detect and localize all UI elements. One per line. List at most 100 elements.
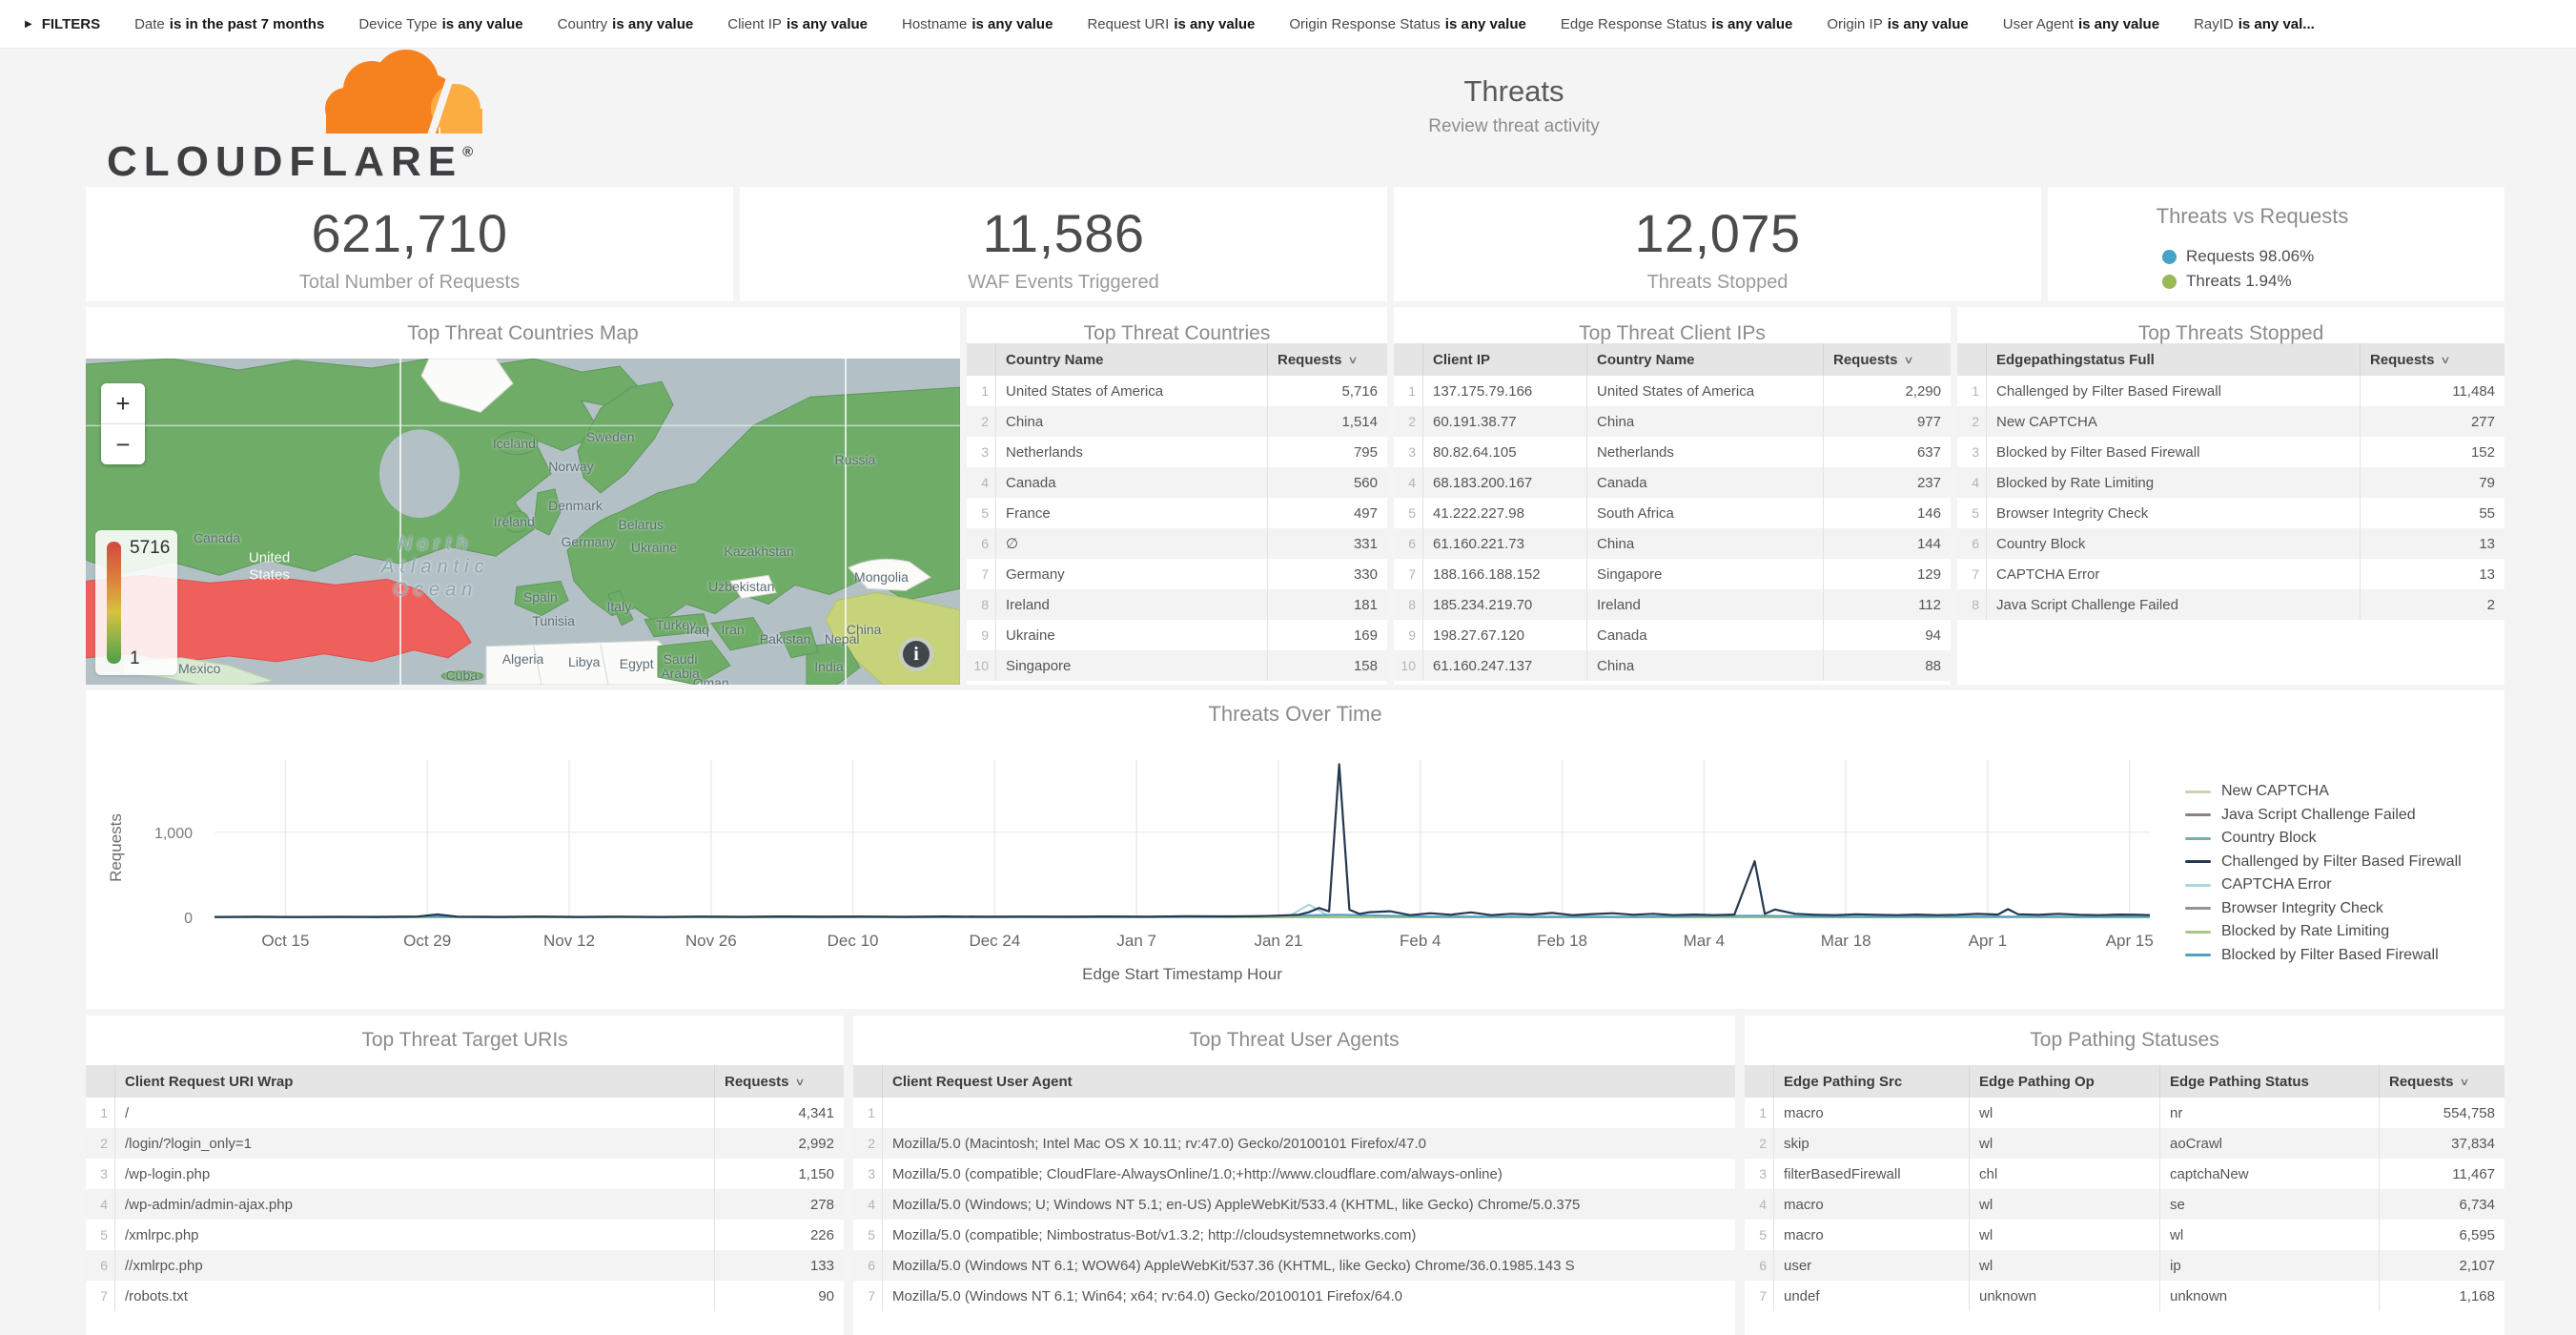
- cell[interactable]: wl: [1969, 1189, 2159, 1220]
- cell[interactable]: filterBasedFirewall: [1773, 1159, 1969, 1189]
- cell[interactable]: New CAPTCHA: [1986, 406, 2360, 437]
- table-row[interactable]: 1 /4,341: [86, 1098, 844, 1128]
- table-row[interactable]: 5 41.222.227.98 South Africa 146: [1394, 498, 1951, 528]
- cell[interactable]: 88: [1823, 650, 1951, 681]
- cell[interactable]: 112: [1823, 589, 1951, 620]
- cell[interactable]: Ireland: [995, 589, 1267, 620]
- cell[interactable]: 2,992: [714, 1128, 844, 1159]
- filter-item[interactable]: Edge Response Status is any value: [1560, 15, 1793, 32]
- cell[interactable]: 60.191.38.77: [1422, 406, 1586, 437]
- table-row[interactable]: 7 undef unknown unknown 1,168: [1745, 1281, 2504, 1311]
- table-row[interactable]: 10 Singapore 158: [967, 650, 1387, 681]
- table-row[interactable]: 10 61.160.247.137 China 88: [1394, 650, 1951, 681]
- cell[interactable]: 226: [714, 1220, 844, 1250]
- cell[interactable]: Mozilla/5.0 (compatible; CloudFlare-Alwa…: [882, 1159, 1735, 1189]
- cell[interactable]: 181: [1267, 589, 1387, 620]
- table-row[interactable]: 4 Blocked by Rate Limiting 79: [1957, 467, 2504, 498]
- column-header[interactable]: Requests ∨: [2379, 1065, 2504, 1098]
- table-row[interactable]: 1 Challenged by Filter Based Firewall 11,4…: [1957, 376, 2504, 406]
- cell[interactable]: 129: [1823, 559, 1951, 589]
- table-row[interactable]: 2 New CAPTCHA 277: [1957, 406, 2504, 437]
- cell[interactable]: Ukraine: [995, 620, 1267, 650]
- cell[interactable]: Germany: [995, 559, 1267, 589]
- filter-item[interactable]: Device Type is any value: [358, 15, 523, 32]
- cell[interactable]: Singapore: [1586, 559, 1823, 589]
- cell[interactable]: China: [1586, 406, 1823, 437]
- zoom-in-button[interactable]: +: [101, 383, 145, 423]
- cell[interactable]: aoCrawl: [2159, 1128, 2379, 1159]
- cell[interactable]: 90: [714, 1281, 844, 1311]
- filter-item[interactable]: RayID is any val...: [2194, 15, 2315, 32]
- table-row[interactable]: 2 China 1,514: [967, 406, 1387, 437]
- table-row[interactable]: 3 Mozilla/5.0 (compatible; CloudFlare-Alw…: [853, 1159, 1735, 1189]
- filter-item[interactable]: User Agent is any value: [2002, 15, 2160, 32]
- table-row[interactable]: 2 Mozilla/5.0 (Macintosh; Intel Mac OS X …: [853, 1128, 1735, 1159]
- table-row[interactable]: 3 Netherlands 795: [967, 437, 1387, 467]
- cell[interactable]: 11,484: [2360, 376, 2504, 406]
- column-header[interactable]: Edgepathingstatus Full: [1986, 343, 2360, 376]
- cell[interactable]: 152: [2360, 437, 2504, 467]
- cell[interactable]: 2: [2360, 589, 2504, 620]
- column-header[interactable]: Client IP: [1422, 343, 1586, 376]
- table-row[interactable]: 3/wp-login.php 1,150: [86, 1159, 844, 1189]
- table-row[interactable]: 7 CAPTCHA Error 13: [1957, 559, 2504, 589]
- cell[interactable]: 61.160.247.137: [1422, 650, 1586, 681]
- cell[interactable]: 277: [2360, 406, 2504, 437]
- table-row[interactable]: 7/robots.txt 90: [86, 1281, 844, 1311]
- column-header[interactable]: Edge Pathing Src: [1773, 1065, 1969, 1098]
- cell[interactable]: China: [1586, 528, 1823, 559]
- table-row[interactable]: 2 skip wl aoCrawl 37,834: [1745, 1128, 2504, 1159]
- cell[interactable]: ∅: [995, 528, 1267, 559]
- table-row[interactable]: 9 198.27.67.120 Canada 94: [1394, 620, 1951, 650]
- cell[interactable]: 169: [1267, 620, 1387, 650]
- column-header[interactable]: Client Request User Agent: [882, 1065, 1735, 1098]
- cell[interactable]: 55: [2360, 498, 2504, 528]
- cell[interactable]: 13: [2360, 559, 2504, 589]
- table-row[interactable]: 4 macro wl se 6,734: [1745, 1189, 2504, 1220]
- column-header[interactable]: Edge Pathing Op: [1969, 1065, 2159, 1098]
- cell[interactable]: 188.166.188.152: [1422, 559, 1586, 589]
- cell[interactable]: 2,290: [1823, 376, 1951, 406]
- table-row[interactable]: 6 Mozilla/5.0 (Windows NT 6.1; WOW64) App…: [853, 1250, 1735, 1281]
- cell[interactable]: 158: [1267, 650, 1387, 681]
- table-row[interactable]: 5 France 497: [967, 498, 1387, 528]
- cell[interactable]: macro: [1773, 1098, 1969, 1128]
- cell[interactable]: captchaNew: [2159, 1159, 2379, 1189]
- table-row[interactable]: 1: [853, 1098, 1735, 1128]
- cell[interactable]: /: [114, 1098, 714, 1128]
- cell[interactable]: Mozilla/5.0 (Windows; U; Windows NT 5.1;…: [882, 1189, 1735, 1220]
- cell[interactable]: 13: [2360, 528, 2504, 559]
- cell[interactable]: unknown: [1969, 1281, 2159, 1311]
- cell[interactable]: 560: [1267, 467, 1387, 498]
- cell[interactable]: se: [2159, 1189, 2379, 1220]
- threat-countries-map[interactable]: Canada United States Mexico Cuba Iceland Irela…: [86, 358, 960, 685]
- filter-item[interactable]: Country is any value: [557, 15, 694, 32]
- cell[interactable]: 80.82.64.105: [1422, 437, 1586, 467]
- cell[interactable]: Browser Integrity Check: [1986, 498, 2360, 528]
- cell[interactable]: 4,341: [714, 1098, 844, 1128]
- info-icon[interactable]: i: [899, 637, 933, 671]
- table-row[interactable]: 1 United States of America 5,716: [967, 376, 1387, 406]
- zoom-out-button[interactable]: −: [101, 424, 145, 464]
- cell[interactable]: 6,734: [2379, 1189, 2504, 1220]
- legend-item[interactable]: Challenged by Filter Based Firewall: [2185, 851, 2462, 874]
- table-row[interactable]: 6 ∅ 331: [967, 528, 1387, 559]
- legend-item[interactable]: Requests 98.06%: [2162, 244, 2504, 269]
- column-header[interactable]: Edge Pathing Status: [2159, 1065, 2379, 1098]
- cell[interactable]: /wp-login.php: [114, 1159, 714, 1189]
- table-row[interactable]: 3 Blocked by Filter Based Firewall 152: [1957, 437, 2504, 467]
- legend-item[interactable]: Threats 1.94%: [2162, 269, 2504, 294]
- table-row[interactable]: 5 macro wl wl 6,595: [1745, 1220, 2504, 1250]
- table-row[interactable]: 4 Canada 560: [967, 467, 1387, 498]
- cell[interactable]: United States of America: [1586, 376, 1823, 406]
- cell[interactable]: Mozilla/5.0 (Windows NT 6.1; WOW64) Appl…: [882, 1250, 1735, 1281]
- column-header[interactable]: Requests ∨: [1267, 343, 1387, 376]
- table-row[interactable]: 3 80.82.64.105 Netherlands 637: [1394, 437, 1951, 467]
- cell[interactable]: wl: [2159, 1220, 2379, 1250]
- legend-item[interactable]: Blocked by Filter Based Firewall: [2185, 944, 2462, 968]
- cell[interactable]: Canada: [1586, 467, 1823, 498]
- column-header[interactable]: Requests ∨: [1823, 343, 1951, 376]
- cell[interactable]: 133: [714, 1250, 844, 1281]
- cell[interactable]: 1,168: [2379, 1281, 2504, 1311]
- cell[interactable]: ip: [2159, 1250, 2379, 1281]
